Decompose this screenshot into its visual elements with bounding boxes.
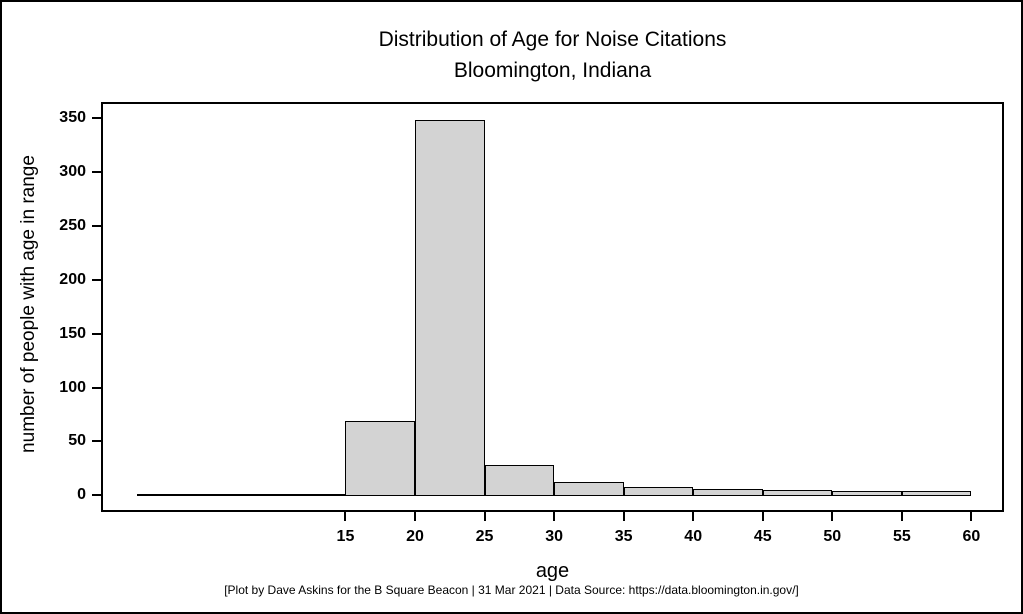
x-axis-tick-label: 20 xyxy=(406,528,424,545)
chart-title: Distribution of Age for Noise Citations xyxy=(378,28,727,51)
y-axis-tick-label: 350 xyxy=(59,109,86,127)
x-axis-tick xyxy=(970,512,973,521)
histogram-bar xyxy=(415,119,485,497)
histogram-bar xyxy=(832,490,902,497)
plot-area: 0 50 100 150 200 250 300 350 15 20 25 30 35 40 45 50 55 6… xyxy=(59,104,1002,545)
y-axis-tick-label: 150 xyxy=(59,324,86,342)
x-axis-tick-label: 55 xyxy=(892,528,911,545)
x-axis-tick xyxy=(761,512,764,521)
chart-title-block: Distribution of Age for Noise Citations … xyxy=(101,24,1004,86)
x-axis-tick xyxy=(831,512,834,521)
y-axis-tick-label: 250 xyxy=(59,217,86,235)
x-axis-title: age xyxy=(535,560,570,582)
chart-caption: [Plot by Dave Askins for the B Square Be… xyxy=(224,583,799,597)
x-axis-tick xyxy=(414,512,416,521)
x-axis-tick xyxy=(344,512,347,521)
y-axis-tick-label: 100 xyxy=(59,378,86,396)
x-axis-tick-label: 45 xyxy=(753,528,772,545)
histogram-bar xyxy=(762,489,833,497)
x-axis-tick xyxy=(622,512,625,521)
x-axis-tick-label: 50 xyxy=(823,528,842,545)
y-axis-tick xyxy=(92,332,101,335)
y-axis-tick-label: 50 xyxy=(68,432,86,450)
y-axis-tick-label: 200 xyxy=(59,270,86,288)
x-axis-tick xyxy=(900,512,903,521)
y-axis-tick-label: 300 xyxy=(59,163,86,181)
x-axis-tick-label: 60 xyxy=(962,528,981,545)
plot-box: 0 50 100 150 200 250 300 350 15 20 25 30 35 40 45 50 55 6… xyxy=(59,102,1004,545)
y-axis-title: number of people with age in range xyxy=(18,155,39,453)
histogram-bar xyxy=(901,490,972,497)
x-axis-tick xyxy=(553,512,556,521)
y-axis-tick xyxy=(92,171,101,174)
x-axis-tick-label: 15 xyxy=(336,528,355,545)
histogram-bar xyxy=(554,482,624,497)
y-axis-tick-label: 0 xyxy=(77,486,86,504)
y-axis-tick xyxy=(92,440,101,443)
y-axis-tick xyxy=(92,225,101,228)
histogram-bar xyxy=(623,486,694,497)
histogram-bar xyxy=(345,420,415,497)
x-axis-tick-label: 25 xyxy=(475,528,494,545)
chart-subtitle: Bloomington, Indiana xyxy=(453,59,652,82)
x-axis-tick xyxy=(692,512,695,521)
x-axis-tick-label: 30 xyxy=(545,528,563,545)
y-axis-tick xyxy=(92,386,101,389)
histogram-bar xyxy=(484,465,555,497)
x-axis-tick-label: 40 xyxy=(684,528,703,545)
y-axis-tick xyxy=(92,494,101,497)
y-axis-tick xyxy=(92,278,101,281)
x-axis-tick xyxy=(483,512,486,521)
y-axis-tick xyxy=(92,117,101,120)
x-axis-tick-label: 35 xyxy=(614,528,633,545)
histogram-bar xyxy=(693,488,763,497)
